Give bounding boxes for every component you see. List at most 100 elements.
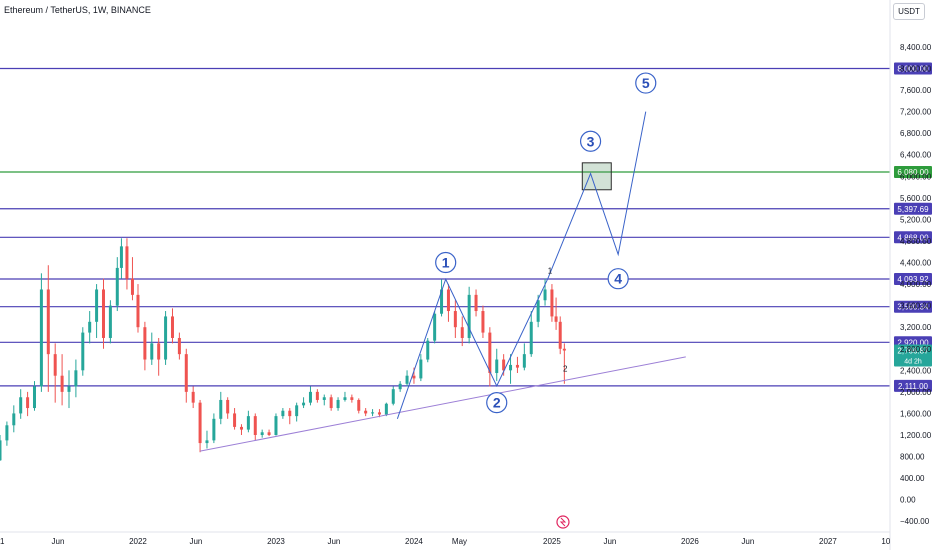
last-price-tag [894, 344, 932, 367]
candle-body [88, 321, 92, 333]
level-tag-label: 4,868.00 [897, 233, 929, 242]
candle-body [177, 337, 181, 355]
candle-body [219, 399, 223, 419]
candle-body [329, 397, 333, 409]
candle-body [295, 405, 299, 417]
chart-title: Ethereum / TetherUS, 1W, BINANCE [4, 5, 151, 15]
candle-body [0, 440, 2, 461]
candle-body [343, 397, 347, 400]
candle-body [308, 391, 312, 403]
currency-selector[interactable]: USDT [893, 3, 925, 20]
candle-body [509, 364, 513, 371]
level-tag [894, 202, 932, 215]
wave-label: 2 [493, 395, 501, 411]
candle-body [150, 343, 154, 360]
candle-body [554, 316, 558, 322]
candle-body [495, 359, 499, 374]
y-tick-label: 4,400.00 [900, 259, 932, 268]
x-tick-label: 2024 [405, 537, 423, 546]
y-tick-label: 7,200.00 [900, 108, 932, 117]
candle-body [550, 289, 554, 317]
candle-body [288, 410, 292, 417]
small-wave-label: 1 [548, 266, 553, 275]
candle-body [377, 412, 381, 415]
candle-body [115, 267, 119, 306]
candle-body [426, 340, 430, 360]
candle-body [74, 370, 78, 387]
x-tick-label: 10 [881, 537, 890, 546]
candle-body [322, 397, 326, 400]
candle-body [157, 343, 161, 360]
candle-body [81, 332, 85, 371]
level-tag-label: 6,080.00 [897, 168, 929, 177]
wave-label-circle [607, 268, 629, 290]
x-tick-label: Jun [603, 537, 616, 546]
target-box [581, 162, 612, 191]
candle-body [398, 383, 402, 390]
candle-body [562, 348, 566, 351]
candle-body [274, 416, 278, 435]
candle-body [260, 432, 264, 435]
candle-body [212, 418, 216, 441]
y-tick-label: 6,400.00 [900, 151, 932, 160]
y-tick-label: 2,400.00 [900, 366, 932, 375]
level-tag-label: 4,093.92 [897, 275, 929, 284]
candle-body [440, 289, 444, 314]
last-price-countdown: 4d 2h [904, 359, 922, 366]
candle-body [536, 300, 540, 322]
y-tick-label: 2,800.00 [900, 345, 932, 354]
y-tick-label: 3,600.00 [900, 302, 932, 311]
candle-body [119, 246, 123, 268]
candle-body [558, 321, 562, 349]
horizontal-levels: 8,000.00 6,080.00 5,397.69 4,868.00 4,093.92… [0, 62, 932, 392]
candle-body [26, 397, 30, 409]
candle-body [164, 316, 168, 360]
wave-label-circle [435, 251, 457, 274]
x-tick-label: 2026 [681, 537, 699, 546]
candle-body [60, 375, 64, 392]
candle-body [108, 305, 112, 338]
candle-body [95, 289, 99, 322]
candle-body [515, 364, 519, 368]
y-tick-label: 8,000.00 [900, 65, 932, 74]
level-tag-label: 8,000.00 [897, 65, 929, 74]
level-tag [894, 300, 932, 313]
candlesticks [0, 238, 566, 461]
candle-body [19, 397, 23, 414]
wave-label-circle [579, 130, 602, 152]
wave-label-circle [635, 72, 657, 94]
y-tick-label: 2,000.00 [900, 388, 932, 397]
candle-body [315, 391, 319, 400]
y-tick-label: 400.00 [900, 474, 925, 483]
candle-body [350, 397, 354, 400]
x-tick-label: Jun [327, 537, 340, 546]
candle-body [371, 412, 375, 414]
candle-body [170, 316, 174, 338]
y-tick-label: 7,600.00 [900, 86, 932, 95]
candle-body [67, 386, 71, 392]
candle-body [130, 278, 134, 295]
candle-body [205, 440, 209, 444]
drawings: 1 2 3 4 5 1 2 [199, 72, 686, 529]
small-wave-label: 2 [563, 364, 568, 373]
wave-label-circle [486, 392, 508, 414]
candle-body [453, 311, 457, 328]
event-icon-glyph [559, 517, 567, 527]
candle-body [32, 386, 36, 409]
candle-body [246, 416, 250, 430]
candle-body [481, 311, 485, 333]
candle-body [101, 289, 105, 338]
candle-body [143, 327, 147, 360]
candle-body [529, 321, 533, 355]
candle-body [391, 389, 395, 404]
candle-body [125, 246, 129, 279]
level-tag-label: 5,397.69 [897, 205, 929, 214]
candle-body [46, 289, 50, 355]
level-tag [894, 165, 932, 178]
support-trendline [199, 356, 686, 452]
candle-body [233, 413, 237, 427]
y-tick-label: 5,600.00 [900, 194, 932, 203]
x-tick-label: 2023 [267, 537, 285, 546]
